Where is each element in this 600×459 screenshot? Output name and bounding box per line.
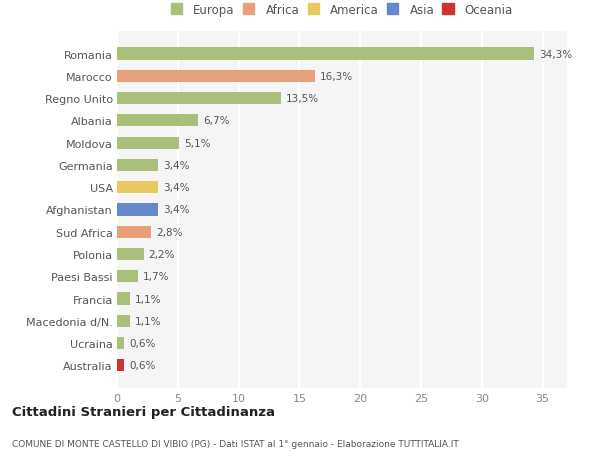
Text: 16,3%: 16,3% [320,72,353,82]
Text: 3,4%: 3,4% [163,205,190,215]
Text: 1,7%: 1,7% [143,272,169,282]
Bar [117,71,315,83]
Legend: Europa, Africa, America, Asia, Oceania: Europa, Africa, America, Asia, Oceania [169,1,515,19]
Text: 3,4%: 3,4% [163,161,190,171]
Bar [117,315,130,327]
Text: 2,2%: 2,2% [149,249,175,259]
Text: COMUNE DI MONTE CASTELLO DI VIBIO (PG) - Dati ISTAT al 1° gennaio - Elaborazione: COMUNE DI MONTE CASTELLO DI VIBIO (PG) -… [12,439,459,448]
Bar [117,270,137,283]
Text: 3,4%: 3,4% [163,183,190,193]
Bar [117,248,144,261]
Text: 0,6%: 0,6% [129,338,155,348]
Text: 6,7%: 6,7% [203,116,230,126]
Bar [117,226,151,238]
Text: 2,8%: 2,8% [156,227,182,237]
Text: 1,1%: 1,1% [135,294,162,304]
Bar [117,115,199,127]
Text: 0,6%: 0,6% [129,361,155,370]
Bar [117,293,130,305]
Bar [117,48,534,61]
Bar [117,93,281,105]
Text: Cittadini Stranieri per Cittadinanza: Cittadini Stranieri per Cittadinanza [12,405,275,419]
Text: 5,1%: 5,1% [184,138,211,148]
Bar [117,359,124,372]
Bar [117,159,158,172]
Text: 13,5%: 13,5% [286,94,319,104]
Bar [117,204,158,216]
Text: 1,1%: 1,1% [135,316,162,326]
Bar [117,337,124,349]
Text: 34,3%: 34,3% [539,50,572,59]
Bar [117,137,179,150]
Bar [117,182,158,194]
